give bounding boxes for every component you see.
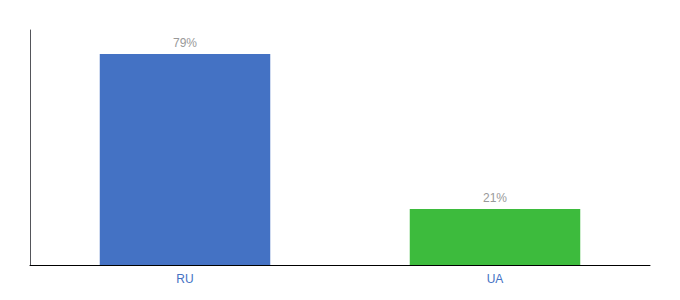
svg-text:79%: 79%	[173, 36, 197, 50]
svg-text:UA: UA	[487, 272, 504, 286]
svg-text:RU: RU	[176, 272, 193, 286]
svg-text:21%: 21%	[483, 191, 507, 205]
